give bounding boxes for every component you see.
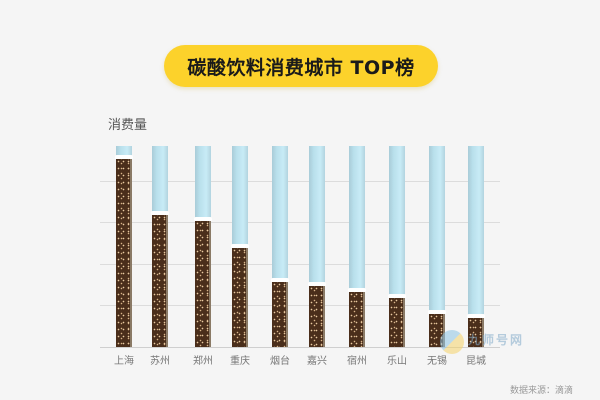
bar-fill xyxy=(271,277,289,347)
x-tick-label: 乐山 xyxy=(387,356,407,367)
watermark: 九师号网 xyxy=(440,325,580,375)
x-tick-label: 嘉兴 xyxy=(307,356,327,367)
bar-fill xyxy=(388,293,406,347)
data-source: 数据来源：滴滴 xyxy=(510,386,574,396)
bar-tube xyxy=(231,146,249,347)
bar-fill xyxy=(348,287,366,347)
bar-tube xyxy=(467,146,485,347)
foam-cap xyxy=(348,287,366,292)
x-axis-baseline xyxy=(100,347,500,348)
foam-cap xyxy=(151,211,169,216)
bar-fill xyxy=(428,309,446,347)
bar-fill xyxy=(194,217,212,347)
gridline xyxy=(100,222,500,223)
x-tick-label: 重庆 xyxy=(230,356,250,367)
foam-cap xyxy=(388,293,406,298)
bar-fill xyxy=(151,211,169,347)
foam-cap xyxy=(467,313,485,318)
bar-tube xyxy=(308,146,326,347)
chart-title: 碳酸饮料消费城市 TOP榜 xyxy=(164,45,438,87)
bar-tube xyxy=(428,146,446,347)
x-tick-label: 上海 xyxy=(114,356,134,367)
bar-fill xyxy=(115,155,133,347)
bar-tube xyxy=(194,146,212,347)
x-tick-label: 无锡 xyxy=(427,356,447,367)
foam-cap xyxy=(194,217,212,222)
gridline xyxy=(100,181,500,182)
bar-tube xyxy=(348,146,366,347)
foam-cap xyxy=(428,309,446,314)
bar-tube xyxy=(151,146,169,347)
gridline xyxy=(100,264,500,265)
bar-fill xyxy=(308,281,326,347)
bar-tube xyxy=(271,146,289,347)
bar-tube xyxy=(115,146,133,347)
x-tick-label: 昆城 xyxy=(466,356,486,367)
bar-fill xyxy=(231,243,249,347)
x-tick-label: 宿州 xyxy=(347,356,367,367)
foam-cap xyxy=(115,155,133,160)
x-tick-label: 苏州 xyxy=(150,356,170,367)
bar-fill xyxy=(467,313,485,347)
foam-cap xyxy=(308,281,326,286)
gridline xyxy=(100,305,500,306)
foam-cap xyxy=(231,243,249,248)
y-axis-label: 消费量 xyxy=(108,118,148,133)
x-tick-label: 郑州 xyxy=(193,356,213,367)
foam-cap xyxy=(271,277,289,282)
x-tick-label: 烟台 xyxy=(270,356,290,367)
bar-tube xyxy=(388,146,406,347)
